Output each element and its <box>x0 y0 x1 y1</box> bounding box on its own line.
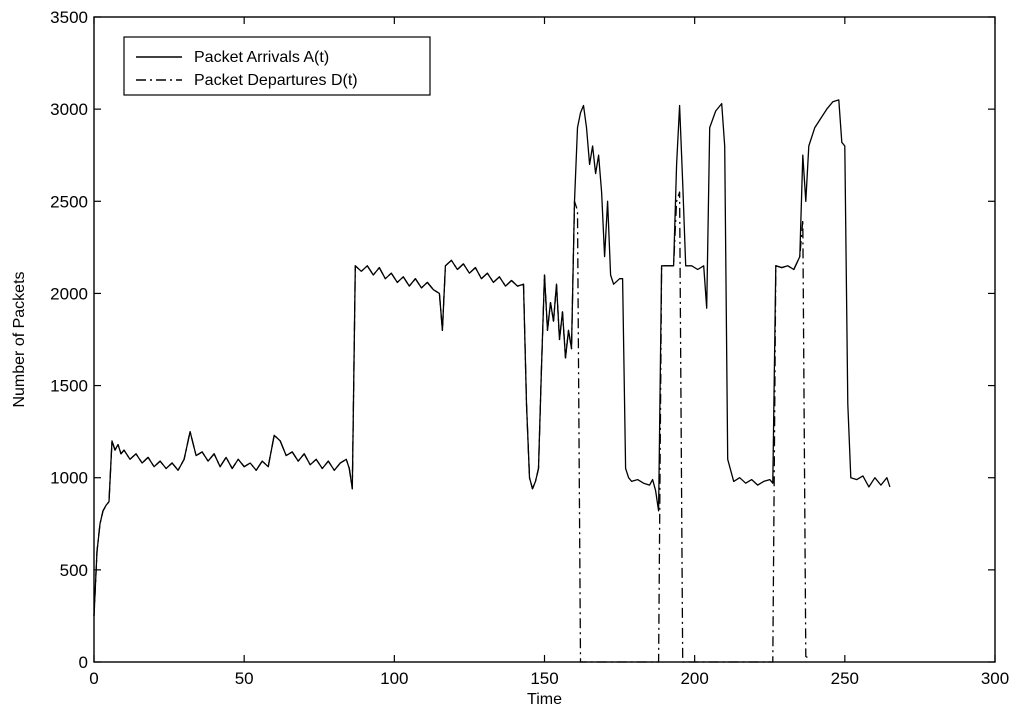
axis-ticks: 0 50 100 150 200 250 3000500100015002000250030… <box>50 8 1009 688</box>
x-tick-label: 150 <box>530 669 558 688</box>
x-axis-title: Time <box>527 691 562 708</box>
y-tick-label: 0 <box>79 653 88 672</box>
x-tick-label: 50 <box>235 669 254 688</box>
plot-series <box>93 99 891 663</box>
series-line-0 <box>93 99 891 616</box>
y-tick-label: 2000 <box>50 284 88 303</box>
legend: Packet Arrivals A(t) Packet Departures D(… <box>123 36 431 96</box>
x-tick-label: 200 <box>680 669 708 688</box>
x-tick-label: 0 <box>89 669 98 688</box>
y-tick-label: 1000 <box>50 469 88 488</box>
legend-label-0: Packet Arrivals A(t) <box>194 49 329 66</box>
y-tick-label: 3500 <box>50 8 88 27</box>
legend-box <box>123 36 431 96</box>
y-tick-label: 500 <box>60 561 88 580</box>
legend-label-1: Packet Departures D(t) <box>194 72 358 89</box>
y-tick-label: 1500 <box>50 377 88 396</box>
y-tick-label: 3000 <box>50 100 88 119</box>
y-tick-label: 2500 <box>50 192 88 211</box>
x-tick-label: 250 <box>831 669 859 688</box>
x-tick-label: 300 <box>981 669 1009 688</box>
x-tick-label: 100 <box>380 669 408 688</box>
y-axis-title: Number of Packets <box>11 271 28 407</box>
